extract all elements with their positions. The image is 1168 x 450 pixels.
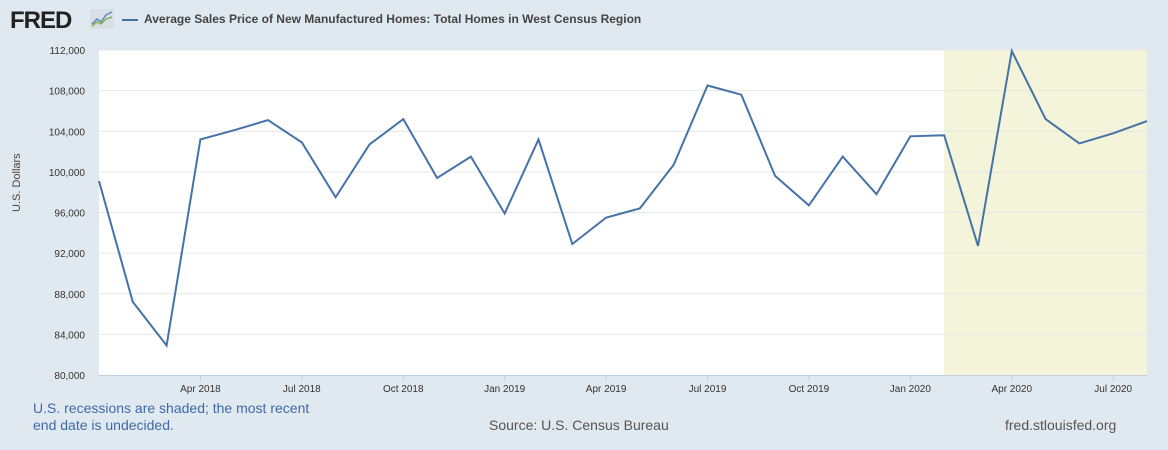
x-tick-label: Jan 2020 xyxy=(890,384,932,395)
x-tick-label: Oct 2019 xyxy=(789,384,830,395)
recession-note: U.S. recessions are shaded; the most rec… xyxy=(33,400,310,433)
y-tick-label: 108,000 xyxy=(49,87,86,98)
x-tick-label: Jul 2020 xyxy=(1094,384,1132,395)
x-tick-label: Apr 2019 xyxy=(586,384,627,395)
x-tick-label: Oct 2018 xyxy=(383,384,424,395)
chart-title[interactable]: Average Sales Price of New Manufactured … xyxy=(144,12,642,26)
y-axis-label: U.S. Dollars xyxy=(11,153,23,212)
y-tick-label: 88,000 xyxy=(54,290,85,301)
legend-line-marker xyxy=(122,19,138,21)
x-tick-label: Jan 2019 xyxy=(484,384,526,395)
y-tick-label: 112,000 xyxy=(50,46,86,57)
y-tick-label: 80,000 xyxy=(54,371,85,382)
x-tick-label: Apr 2020 xyxy=(991,384,1032,395)
x-tick-label: Jul 2019 xyxy=(689,384,727,395)
y-tick-label: 100,000 xyxy=(49,168,86,179)
source-note: Source: U.S. Census Bureau xyxy=(489,417,669,433)
y-tick-label: 92,000 xyxy=(54,249,85,260)
series-line[interactable] xyxy=(98,47,1148,348)
x-tick-label: Jul 2018 xyxy=(283,384,321,395)
y-tick-label: 104,000 xyxy=(49,127,86,138)
fred-logo[interactable]: FRED xyxy=(10,7,72,34)
x-tick-label: Apr 2018 xyxy=(180,384,221,395)
y-tick-label: 84,000 xyxy=(54,330,85,341)
y-tick-label: 96,000 xyxy=(54,209,85,220)
chart-line-icon xyxy=(90,9,114,29)
site-link[interactable]: fred.stlouisfed.org xyxy=(1005,417,1117,433)
line-chart: 80,000 84,000 88,000 92,000 96,000 100,000 104… xyxy=(49,46,1148,395)
chart-header: FRED Average Sales Price of New Manufact… xyxy=(0,0,1168,40)
